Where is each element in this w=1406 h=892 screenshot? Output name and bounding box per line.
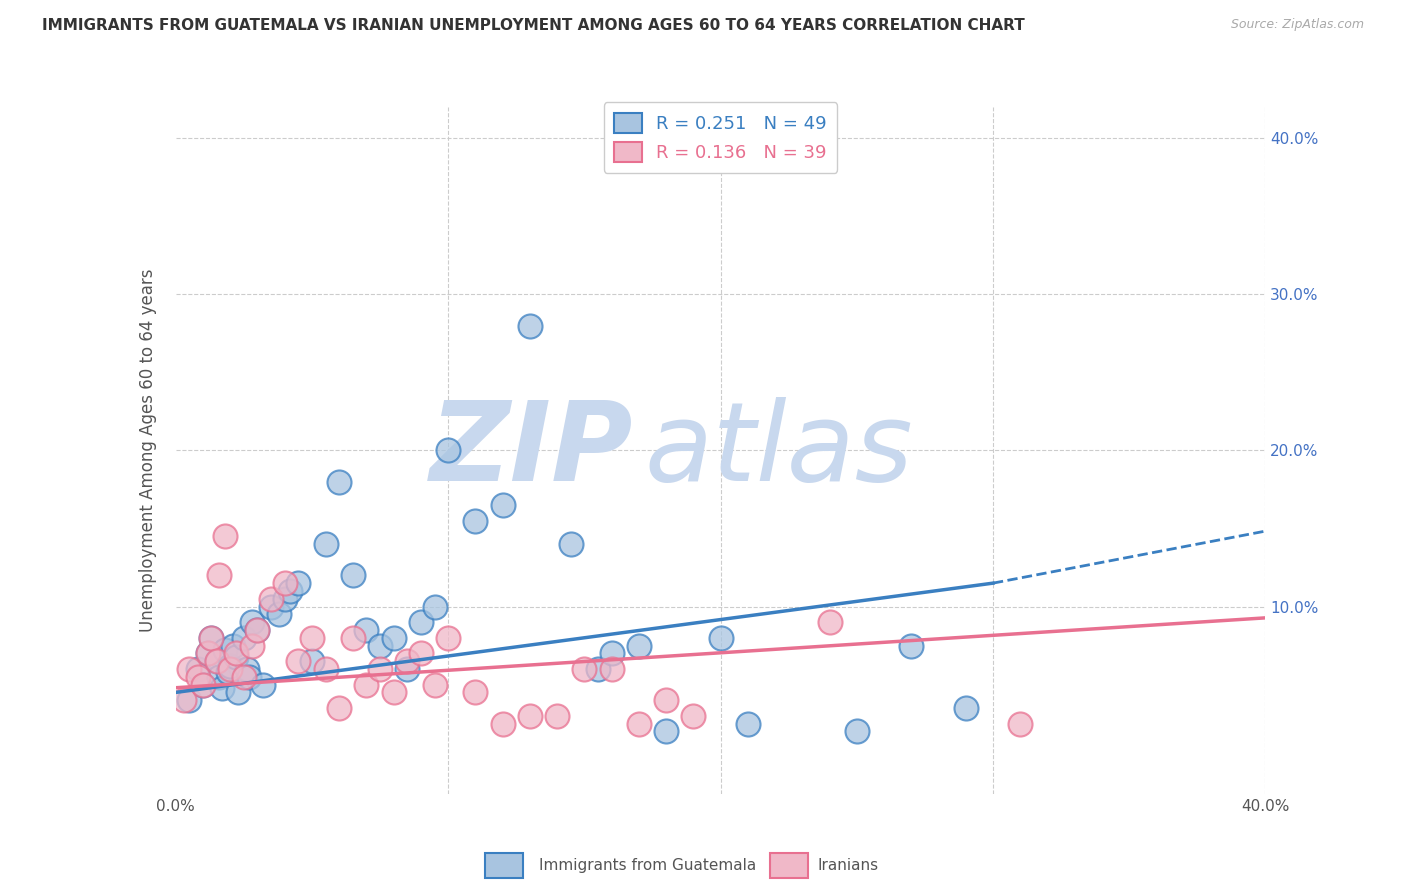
Point (205, 654, 228, 668)
Point (232, 631, 254, 645)
Y-axis label: Unemployment Among Ages 60 to 64 years: Unemployment Among Ages 60 to 64 years (139, 268, 157, 632)
Point (217, 665, 239, 680)
Point (269, 607, 291, 622)
Point (655, 693, 678, 707)
Point (301, 631, 323, 645)
Point (423, 678, 446, 692)
Point (179, 693, 201, 707)
Point (287, 654, 309, 668)
Point (328, 701, 350, 715)
Point (627, 716, 650, 731)
Point (423, 599, 446, 614)
FancyBboxPatch shape (485, 853, 523, 878)
Point (179, 662, 201, 676)
Point (368, 662, 391, 676)
Text: atlas: atlas (644, 397, 912, 504)
Point (200, 631, 222, 645)
Point (900, 639, 922, 653)
Point (437, 443, 460, 458)
Point (519, 708, 541, 723)
Point (208, 670, 231, 684)
Point (278, 583, 301, 598)
Point (205, 654, 228, 668)
Point (219, 658, 242, 673)
Point (260, 591, 283, 606)
Point (342, 568, 364, 582)
Text: IMMIGRANTS FROM GUATEMALA VS IRANIAN UNEMPLOYMENT AMONG AGES 60 TO 64 YEARS CORR: IMMIGRANTS FROM GUATEMALA VS IRANIAN UNE… (42, 18, 1025, 33)
Point (356, 623, 378, 637)
Point (240, 639, 263, 653)
Point (225, 646, 247, 660)
Point (197, 646, 219, 660)
Point (214, 643, 236, 657)
Point (655, 724, 678, 739)
Point (238, 670, 260, 684)
Point (600, 662, 623, 676)
Point (208, 568, 231, 582)
Point (382, 631, 405, 645)
Point (315, 662, 337, 676)
Point (627, 639, 650, 653)
Point (955, 701, 977, 715)
Point (246, 623, 269, 637)
Point (409, 646, 432, 660)
Point (315, 537, 337, 551)
Text: Immigrants from Guatemala: Immigrants from Guatemala (538, 858, 756, 872)
Point (342, 631, 364, 645)
Point (301, 654, 323, 668)
Point (396, 662, 419, 676)
Point (228, 685, 250, 699)
Point (818, 615, 841, 630)
Point (356, 678, 378, 692)
Point (1010, 716, 1032, 731)
Point (197, 646, 219, 660)
FancyBboxPatch shape (770, 853, 808, 878)
Point (464, 514, 486, 528)
Point (186, 662, 209, 676)
Point (560, 537, 582, 551)
Point (396, 654, 419, 668)
Point (222, 639, 245, 653)
Point (586, 662, 609, 676)
Point (492, 716, 515, 731)
Point (252, 678, 274, 692)
Point (437, 631, 460, 645)
Point (211, 681, 233, 695)
Point (214, 529, 236, 543)
Point (287, 576, 309, 591)
Point (235, 662, 257, 676)
Point (845, 724, 868, 739)
Point (519, 318, 541, 333)
Point (464, 685, 486, 699)
Point (219, 662, 242, 676)
Point (382, 685, 405, 699)
Point (274, 591, 297, 606)
Point (260, 599, 283, 614)
Point (682, 708, 704, 723)
Point (328, 475, 350, 489)
Text: Iranians: Iranians (817, 858, 879, 872)
Point (368, 639, 391, 653)
Point (240, 615, 263, 630)
Point (232, 670, 254, 684)
Text: Source: ZipAtlas.com: Source: ZipAtlas.com (1230, 18, 1364, 31)
Point (546, 708, 568, 723)
Point (710, 631, 733, 645)
Point (600, 646, 623, 660)
Point (225, 649, 247, 664)
Point (409, 615, 432, 630)
Point (274, 576, 297, 591)
Point (492, 498, 515, 512)
Point (191, 678, 214, 692)
Text: ZIP: ZIP (430, 397, 633, 504)
Point (186, 670, 209, 684)
Point (191, 678, 214, 692)
Point (574, 662, 596, 676)
Point (737, 716, 759, 731)
Legend: R = 0.251   N = 49, R = 0.136   N = 39: R = 0.251 N = 49, R = 0.136 N = 39 (603, 103, 838, 173)
Point (246, 623, 269, 637)
Point (173, 693, 195, 707)
Point (200, 631, 222, 645)
